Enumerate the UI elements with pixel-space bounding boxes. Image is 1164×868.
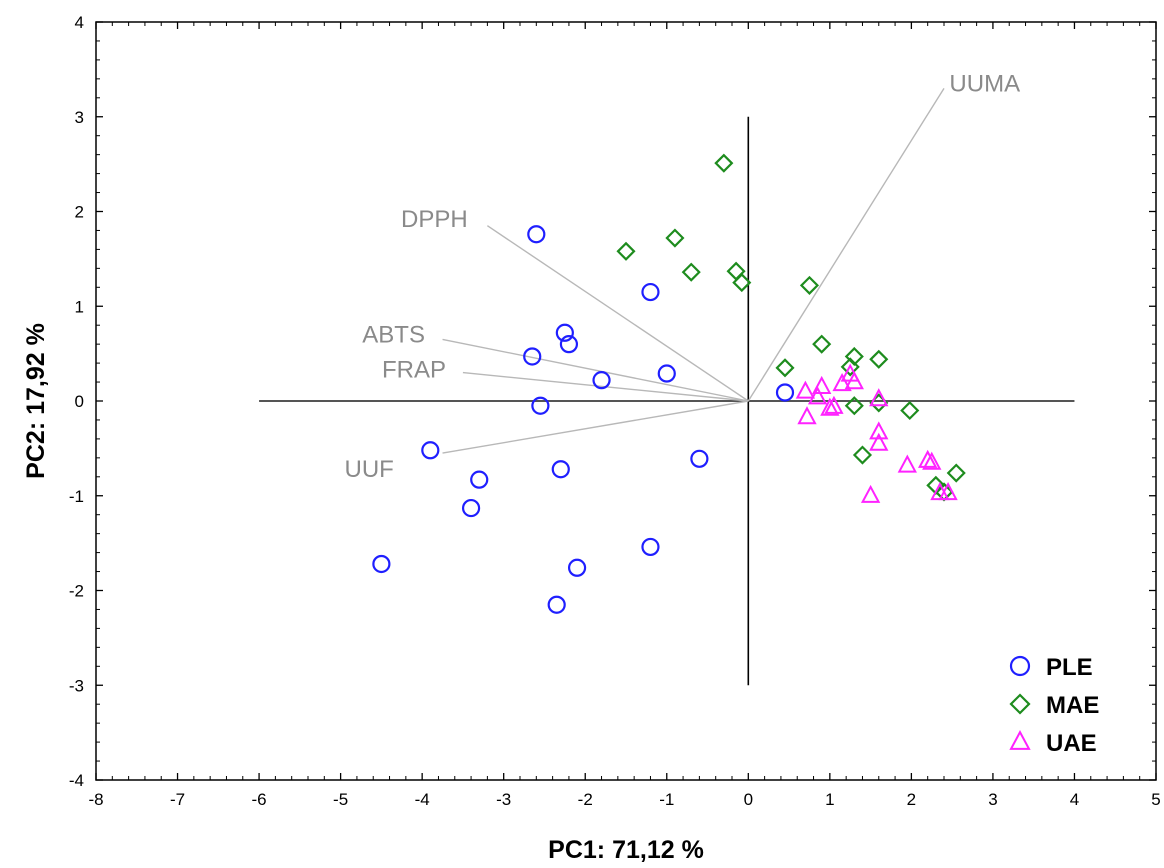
y-tick-label: 4 <box>75 13 84 32</box>
x-tick-label: -1 <box>659 790 674 809</box>
point-mae <box>799 275 820 295</box>
point-uae <box>824 395 844 414</box>
point-uae <box>840 363 860 382</box>
point-uae <box>860 484 881 503</box>
point-mae <box>665 228 685 248</box>
y-axis-title: PC2: 17,92 % <box>22 323 50 479</box>
vector-label-uuf: UUF <box>344 456 393 483</box>
vector-dpph <box>486 225 749 402</box>
point-ple <box>523 347 542 366</box>
point-ple <box>690 449 709 468</box>
y-tick-label: -1 <box>69 487 84 506</box>
point-mae <box>681 262 701 282</box>
x-axis: -8 -7 -6 -5 -4 -3 -2 -1 0 1 2 3 4 5 <box>88 22 1161 809</box>
point-ple <box>531 396 550 415</box>
point-ple <box>641 537 660 557</box>
x-tick-label: -5 <box>333 790 348 809</box>
reference-lines <box>259 116 1075 686</box>
point-ple <box>527 225 546 244</box>
y-tick-label: -3 <box>69 676 84 695</box>
point-ple <box>547 595 566 614</box>
vector-label-uuma: UUMA <box>949 71 1020 98</box>
point-ple <box>657 364 676 383</box>
point-uae <box>869 421 889 440</box>
x-tick-label: -2 <box>578 790 593 809</box>
y-tick-label: 0 <box>75 392 84 411</box>
point-mae <box>900 400 920 421</box>
vector-label-abts: ABTS <box>362 322 425 349</box>
point-uae <box>832 373 852 392</box>
vector-uuf <box>442 400 749 454</box>
point-mae <box>726 261 746 281</box>
point-ple <box>421 441 440 460</box>
point-mae <box>812 334 832 354</box>
y-tick-label: 2 <box>75 203 84 222</box>
legend-label-uae: UAE <box>1046 730 1097 757</box>
x-tick-label: 2 <box>907 790 916 809</box>
legend-label-mae: MAE <box>1046 692 1099 719</box>
vector-label-dpph: DPPH <box>401 206 468 233</box>
legend-marker-mae <box>1009 693 1031 715</box>
legend: PLE MAE UAE <box>1009 654 1099 757</box>
point-ple <box>470 470 489 489</box>
legend-label-ple: PLE <box>1046 654 1093 681</box>
legend-marker-uae <box>1009 729 1031 750</box>
point-uae <box>807 386 828 405</box>
point-mae <box>844 396 864 416</box>
vector-abts <box>442 338 749 402</box>
point-ple <box>372 554 391 574</box>
point-uae <box>897 454 917 473</box>
point-mae <box>840 357 860 377</box>
x-tick-label: -4 <box>415 790 430 809</box>
point-ple <box>461 498 481 518</box>
x-tick-label: -6 <box>252 790 267 809</box>
x-tick-label: 1 <box>825 790 834 809</box>
point-mae <box>852 445 873 465</box>
legend-marker-ple <box>1009 655 1031 677</box>
point-uae <box>918 449 938 468</box>
point-ple <box>567 558 587 577</box>
point-ple <box>551 460 570 479</box>
point-ple <box>775 383 795 402</box>
point-uae <box>795 380 816 399</box>
point-ple <box>559 335 579 354</box>
x-tick-label: 5 <box>1151 790 1160 809</box>
y-tick-label: 1 <box>75 297 84 316</box>
y-axis: 4 3 2 1 0 -1 -2 -3 -4 <box>69 13 1156 790</box>
point-mae <box>869 349 889 369</box>
x-tick-label: 3 <box>988 790 997 809</box>
x-tick-label: -3 <box>496 790 511 809</box>
point-mae <box>714 153 734 173</box>
point-ple <box>555 323 574 342</box>
y-tick-label: -4 <box>69 771 84 790</box>
vector-label-frap: FRAP <box>382 357 446 384</box>
x-tick-label: 4 <box>1070 790 1079 809</box>
point-ple <box>592 371 611 390</box>
point-uae <box>797 406 817 425</box>
point-uae <box>812 375 832 394</box>
point-uae <box>820 397 840 416</box>
x-tick-label: -7 <box>170 790 185 809</box>
x-tick-label: 0 <box>744 790 753 809</box>
point-uae <box>869 432 889 451</box>
point-mae <box>775 358 795 378</box>
vector-uuma <box>747 87 945 402</box>
x-tick-label: -8 <box>88 790 103 809</box>
x-axis-title: PC1: 71,12 % <box>548 836 704 864</box>
data-points <box>372 153 966 614</box>
y-tick-label: 3 <box>75 108 84 127</box>
point-ple <box>641 282 660 302</box>
point-mae <box>732 273 752 293</box>
loading-vectors: UUMA DPPH ABTS FRAP UUF <box>344 71 1020 484</box>
y-tick-label: -2 <box>69 582 84 601</box>
point-uae <box>922 451 942 470</box>
point-uae <box>869 388 889 407</box>
point-mae <box>616 241 636 261</box>
point-uae <box>938 481 958 501</box>
point-mae <box>946 463 966 483</box>
